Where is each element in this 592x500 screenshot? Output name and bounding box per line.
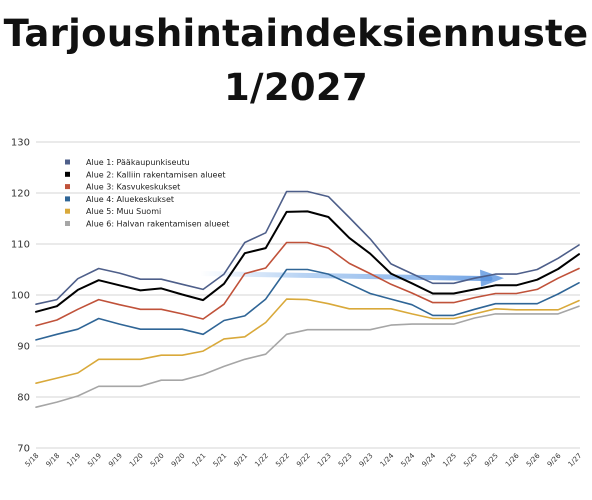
x-tick-label: 9/19 — [107, 452, 124, 469]
chart-title-line1: Tarjoushintaindeksiennuste — [3, 12, 589, 55]
x-tick-label: 5/19 — [86, 452, 103, 469]
x-tick-label: 5/21 — [212, 452, 229, 469]
y-tick-label: 70 — [17, 444, 30, 455]
legend-swatch — [65, 184, 70, 190]
x-axis: 5/18 9/18 1/19 5/19 9/19 1/20 5/20 9/20 1/21 5/21… — [24, 451, 584, 468]
x-tick-label: 5/23 — [337, 452, 354, 469]
x-tick-label: 5/26 — [525, 451, 542, 468]
x-tick-label: 5/24 — [400, 451, 417, 468]
x-tick-label: 9/25 — [483, 452, 500, 469]
legend-label: Alue 2: Kalliin rakentamisen alueet — [86, 170, 226, 179]
legend-swatch — [65, 171, 70, 177]
y-axis: 70 80 90 100 110 120 130 — [11, 138, 30, 455]
x-tick-label: 5/25 — [462, 452, 479, 469]
x-tick-label: 5/20 — [149, 452, 166, 469]
series-lines — [35, 190, 580, 409]
x-tick-label: 1/19 — [65, 452, 82, 469]
legend-swatch — [65, 208, 70, 214]
x-tick-label: 9/26 — [546, 451, 563, 468]
series-line-3 — [35, 241, 580, 327]
legend-swatch — [65, 196, 70, 202]
series-line-5 — [35, 298, 580, 385]
x-tick-label: 9/18 — [45, 452, 62, 469]
y-tick-label: 90 — [17, 342, 30, 353]
legend-label: Alue 1: Pääkaupunkiseutu — [86, 158, 190, 167]
y-tick-label: 120 — [11, 189, 30, 200]
series-line-6 — [35, 305, 580, 409]
y-tick-label: 110 — [11, 240, 30, 251]
x-tick-label: 9/20 — [170, 452, 187, 469]
legend-label: Alue 4: Aluekeskukset — [86, 195, 174, 204]
x-tick-label: 9/21 — [232, 452, 249, 469]
legend-label: Alue 6: Halvan rakentamisen alueet — [86, 220, 229, 229]
x-tick-label: 1/20 — [128, 452, 145, 469]
x-tick-label: 1/24 — [379, 451, 396, 468]
x-tick-label: 1/21 — [191, 452, 208, 469]
trend-arrow-annotation — [197, 269, 504, 287]
legend: Alue 1: Pääkaupunkiseutu Alue 2: Kalliin … — [65, 158, 229, 229]
legend-label: Alue 5: Muu Suomi — [86, 207, 161, 216]
trend-arrow-shaft — [197, 271, 493, 282]
x-tick-label: 5/22 — [274, 452, 291, 469]
y-tick-label: 100 — [11, 291, 30, 302]
chart-title-line2: 1/2027 — [223, 66, 369, 109]
trend-arrow-head — [480, 269, 504, 287]
x-tick-label: 1/26 — [504, 451, 521, 468]
x-tick-label: 9/24 — [420, 451, 437, 468]
y-tick-label: 80 — [17, 393, 30, 404]
x-tick-label: 9/22 — [295, 452, 312, 469]
series-line-4 — [35, 268, 580, 341]
x-tick-label: 1/25 — [441, 452, 458, 469]
legend-swatch — [65, 221, 70, 226]
x-tick-label: 1/27 — [567, 452, 584, 469]
y-tick-label: 130 — [11, 138, 30, 149]
legend-swatch — [65, 159, 70, 165]
series-line-1 — [35, 190, 580, 306]
x-tick-label: 1/22 — [253, 452, 270, 469]
x-tick-label: 9/23 — [358, 452, 375, 469]
series-line-2 — [35, 210, 580, 313]
x-tick-label: 1/23 — [316, 452, 333, 469]
legend-label: Alue 3: Kasvukeskukset — [86, 183, 180, 192]
